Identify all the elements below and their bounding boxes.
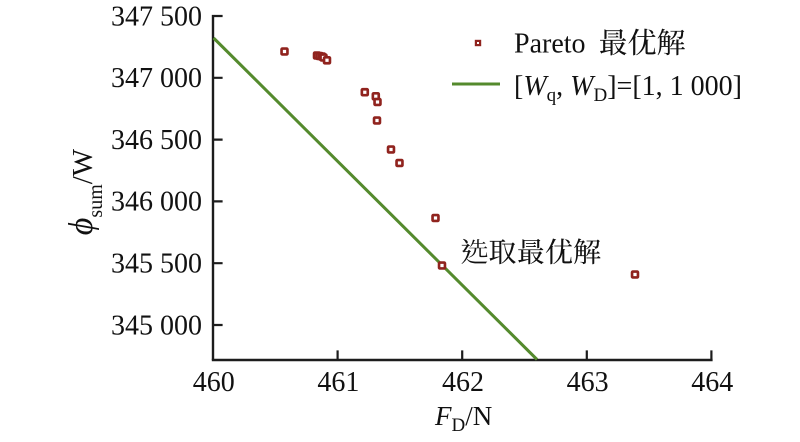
svg-text:345 500: 345 500: [111, 249, 202, 280]
svg-text:ϕsum/W: ϕsum/W: [63, 148, 107, 235]
svg-text:Pareto: Pareto: [514, 29, 586, 60]
svg-text:460: 460: [193, 367, 235, 398]
svg-text:463: 463: [567, 367, 609, 398]
svg-text:345 000: 345 000: [111, 310, 202, 341]
svg-text:464: 464: [691, 367, 733, 398]
svg-text:347 500: 347 500: [111, 1, 202, 32]
svg-text:347 000: 347 000: [111, 63, 202, 94]
svg-text:FD/N: FD/N: [434, 401, 492, 436]
svg-text:462: 462: [442, 367, 484, 398]
svg-text:461: 461: [317, 367, 359, 398]
svg-text:346 500: 346 500: [111, 125, 202, 156]
svg-text:[Wq, WD]=[1, 1 000]: [Wq, WD]=[1, 1 000]: [514, 71, 742, 106]
svg-text:346 000: 346 000: [111, 187, 202, 218]
